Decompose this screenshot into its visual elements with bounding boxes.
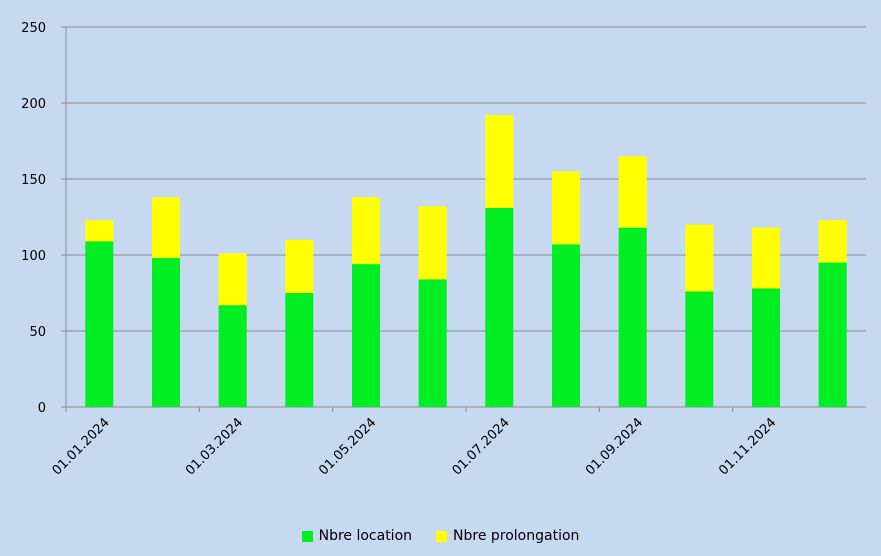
bar-location-0 — [85, 241, 114, 407]
legend-item-prolongation: Nbre prolongation — [436, 528, 579, 544]
bar-prolongation-11 — [818, 220, 847, 263]
bar-location-11 — [818, 262, 847, 407]
bar-location-2 — [218, 305, 247, 407]
y-tick-label-200: 200 — [21, 97, 46, 112]
bar-location-9 — [685, 291, 714, 407]
bar-prolongation-10 — [752, 227, 780, 289]
bar-prolongation-3 — [285, 239, 314, 293]
bar-prolongation-2 — [218, 253, 247, 306]
bar-prolongation-6 — [485, 115, 514, 208]
y-tick-label-0: 0 — [38, 401, 46, 416]
x-tick-label-8: 01.09.2024 — [583, 415, 646, 478]
bar-prolongation-0 — [85, 220, 114, 242]
bar-prolongation-7 — [552, 171, 580, 245]
x-tick-label-4: 01.05.2024 — [316, 415, 379, 478]
bar-location-6 — [485, 207, 514, 407]
legend-label-prolongation: Nbre prolongation — [453, 528, 580, 544]
bar-prolongation-5 — [418, 206, 447, 280]
y-tick-label-50: 50 — [29, 325, 46, 340]
bar-location-1 — [152, 258, 180, 407]
legend-swatch-prolongation — [436, 530, 448, 542]
legend: Nbre location Nbre prolongation — [0, 528, 881, 544]
bar-location-8 — [618, 227, 647, 407]
x-tick-label-6: 01.07.2024 — [450, 415, 513, 478]
x-tick-label-2: 01.03.2024 — [183, 415, 246, 478]
bar-location-7 — [552, 244, 580, 407]
y-tick-label-250: 250 — [21, 21, 46, 36]
legend-swatch-location — [301, 530, 313, 542]
y-tick-label-100: 100 — [21, 249, 46, 264]
bar-location-4 — [352, 264, 380, 407]
bar-location-5 — [418, 279, 447, 407]
legend-item-location: Nbre location — [301, 528, 413, 544]
bar-prolongation-1 — [152, 197, 180, 259]
bar-prolongation-8 — [618, 156, 647, 228]
x-tick-label-0: 01.01.2024 — [50, 415, 113, 478]
bar-location-10 — [752, 288, 780, 407]
bar-prolongation-9 — [685, 224, 714, 292]
bar-prolongation-4 — [352, 197, 380, 265]
legend-label-location: Nbre location — [318, 528, 413, 544]
bar-location-3 — [285, 293, 314, 407]
x-tick-label-10: 01.11.2024 — [716, 415, 779, 478]
y-tick-label-150: 150 — [21, 173, 46, 188]
